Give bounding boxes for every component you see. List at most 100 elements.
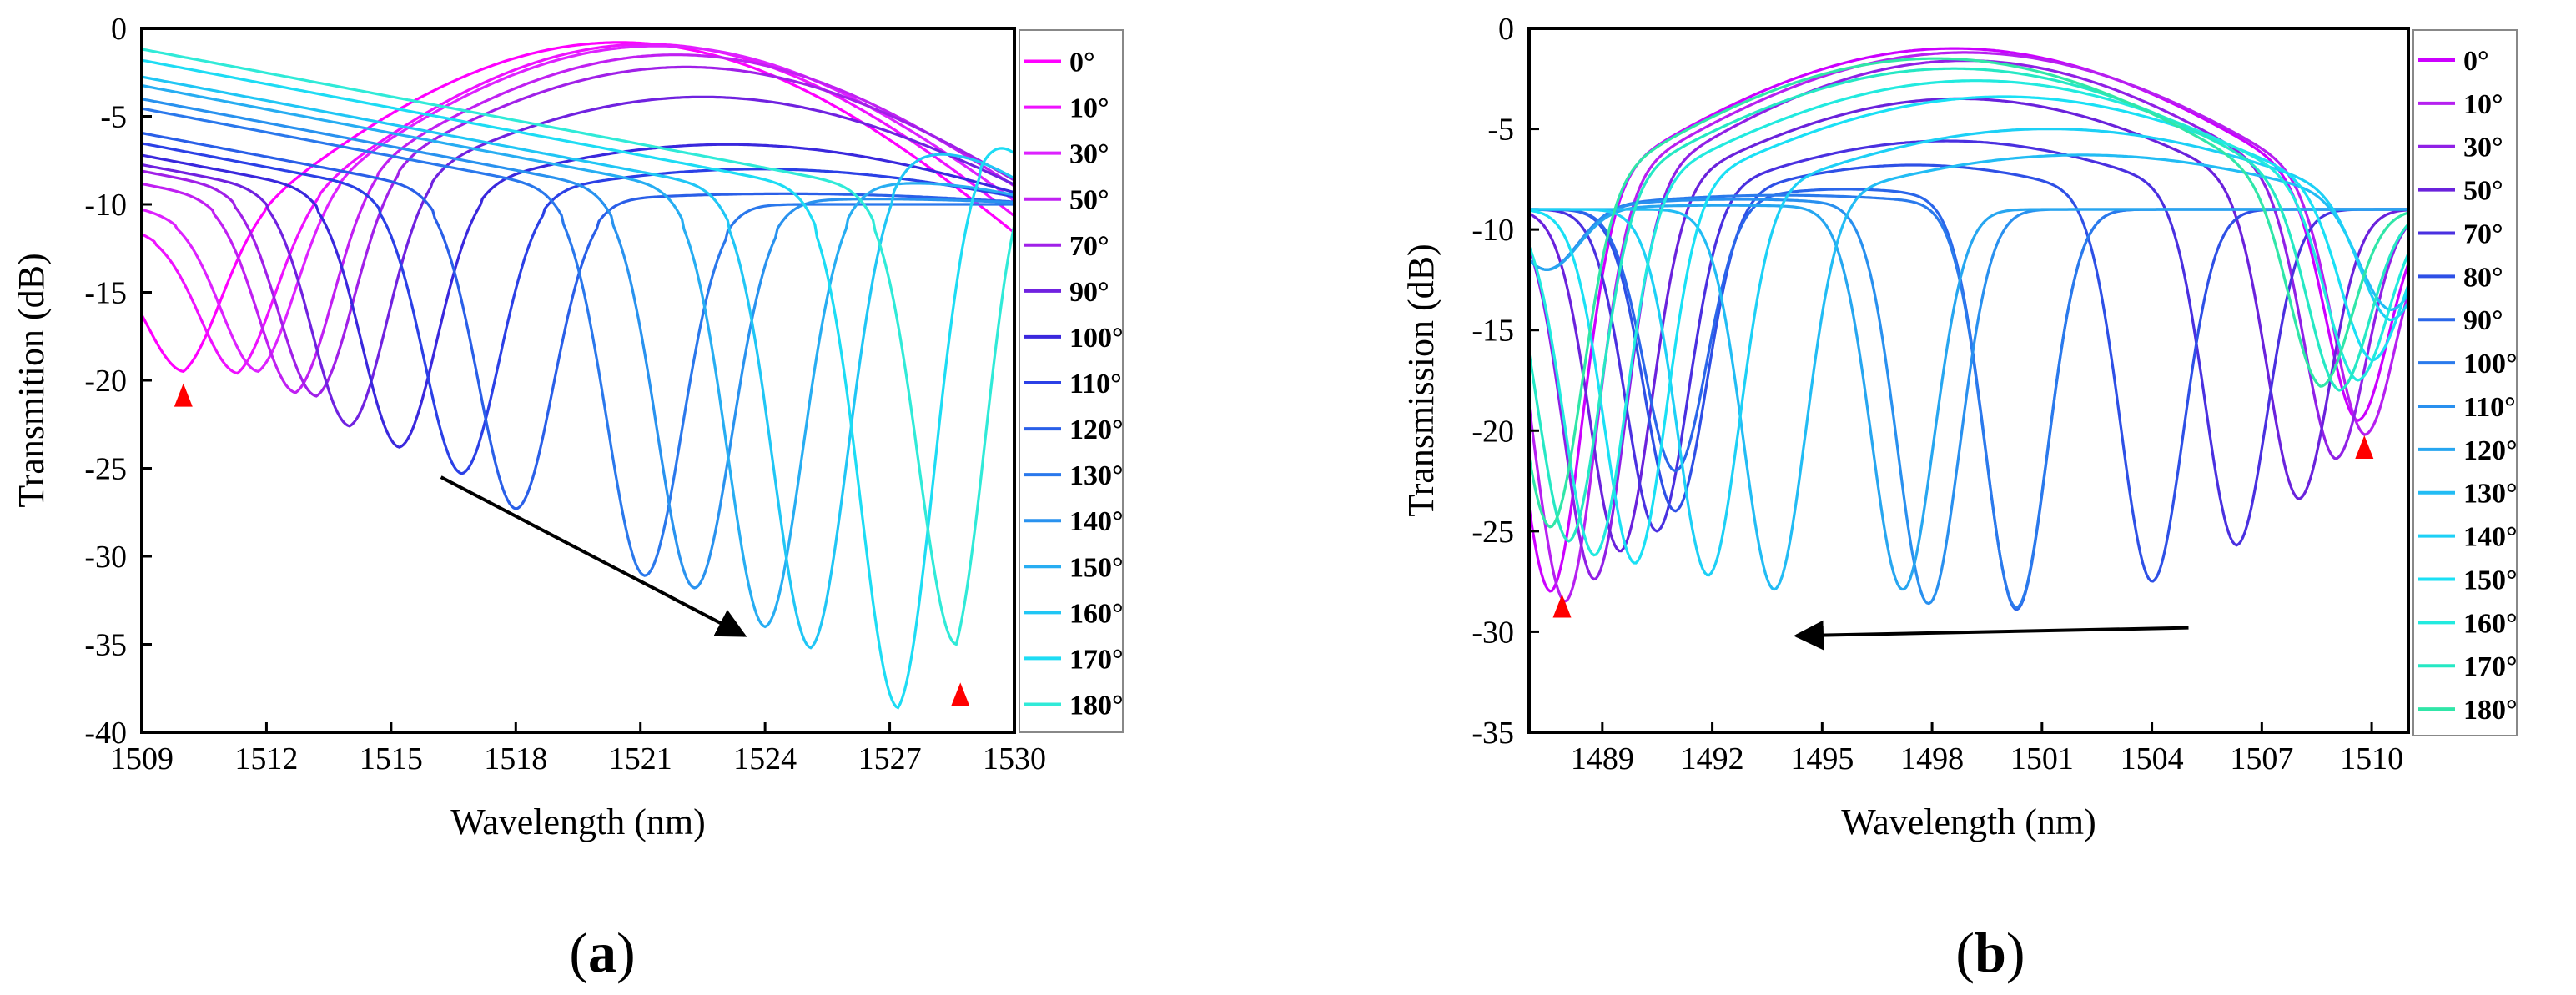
series-line-5: [142, 95, 1014, 428]
series-line-11: [1529, 128, 2408, 577]
series-line-15: [1529, 57, 2408, 529]
x-tick-label: 1515: [360, 741, 423, 776]
legend-label: 0°: [2463, 46, 2489, 77]
series-line-0: [1529, 47, 2408, 593]
legend-label: 170°: [1069, 644, 1124, 675]
chart-b-legend: 0° 10° 30° 50° 70° 80° 90° 100° 110° 120° 130° 140°…: [2412, 29, 2518, 736]
legend-label: 150°: [1069, 552, 1124, 583]
series-line-8: [1529, 198, 2408, 606]
series-line-13: [142, 58, 1014, 710]
series-line-8: [142, 131, 1014, 510]
legend-label: 130°: [2463, 479, 2518, 510]
x-tick-label: 1501: [2010, 741, 2074, 776]
legend-label: 70°: [2463, 219, 2503, 249]
series-line-9: [1529, 204, 2408, 591]
legend-label: 50°: [1069, 185, 1109, 216]
chart-b-curves: [1529, 47, 2408, 611]
chart-b-ylabel: Transmission (dB): [1401, 244, 1441, 516]
legend-label: 120°: [2463, 435, 2518, 466]
red-marker-1: [951, 682, 970, 706]
legend-label: 0°: [1069, 48, 1095, 78]
legend-label: 130°: [1069, 460, 1124, 491]
y-tick-label: -20: [84, 364, 127, 399]
y-tick-label: -10: [84, 188, 127, 223]
y-tick-label: -35: [1472, 716, 1514, 751]
series-line-12: [142, 75, 1014, 650]
legend-label: 30°: [2463, 133, 2503, 163]
y-tick-label: 0: [111, 12, 127, 47]
series-line-1: [1529, 51, 2408, 603]
series-line-14: [1529, 67, 2408, 543]
x-tick-label: 1492: [1681, 741, 1744, 776]
series-line-4: [142, 65, 1014, 398]
x-tick-label: 1521: [609, 741, 672, 776]
red-marker-1: [2355, 435, 2374, 460]
legend-label: 80°: [2463, 262, 2503, 293]
x-tick-label: 1504: [2121, 741, 2184, 776]
y-tick-label: -15: [84, 276, 127, 311]
x-tick-label: 1495: [1790, 741, 1854, 776]
x-tick-label: 1498: [1900, 741, 1964, 776]
legend-label: 90°: [1069, 277, 1109, 308]
y-tick-label: -30: [84, 540, 127, 575]
series-line-11: [142, 84, 1014, 629]
x-tick-label: 1509: [110, 741, 174, 776]
chart-a-markers: [174, 383, 970, 706]
x-tick-label: 1512: [234, 741, 298, 776]
red-marker-0: [174, 383, 193, 407]
y-tick-label: -30: [1472, 615, 1514, 650]
series-line-4: [1529, 139, 2408, 547]
series-line-14: [142, 48, 1014, 646]
legend-label: 120°: [1069, 415, 1124, 445]
legend-label: 140°: [2463, 522, 2518, 553]
legend-label: 10°: [1069, 93, 1109, 124]
x-tick-label: 1489: [1571, 741, 1634, 776]
chart-a: 1509 1512 1515 1518 1521 1524 1527 1530 0 -5 -10 -1…: [11, 12, 1124, 842]
legend-label: 110°: [2463, 392, 2516, 423]
y-tick-label: -25: [84, 452, 127, 487]
chart-a-xlabel: Wavelength (nm): [450, 802, 706, 842]
legend-label: 160°: [1069, 598, 1124, 629]
legend-label: 100°: [2463, 349, 2518, 379]
chart-a-ylabel: Transmition (dB): [11, 253, 52, 507]
legend-label: 150°: [2463, 565, 2518, 595]
series-line-9: [142, 107, 1014, 577]
legend-label: 110°: [1069, 369, 1122, 400]
x-tick-label: 1507: [2230, 741, 2293, 776]
chart-b-arrow: [1793, 620, 2189, 651]
series-line-2: [142, 44, 1014, 374]
y-tick-label: 0: [1498, 12, 1514, 47]
series-line-10: [142, 98, 1014, 590]
series-line-7: [1529, 193, 2408, 610]
chart-a-legend: 0° 10° 30° 50° 70° 90° 100° 110° 120° 130° 140° 150…: [1019, 29, 1124, 733]
legend-label: 170°: [2463, 651, 2518, 682]
y-tick-label: -40: [84, 716, 127, 751]
panel-label-a: (a): [569, 921, 635, 984]
y-tick-label: -10: [1472, 213, 1514, 248]
series-line-1: [142, 43, 1014, 375]
y-tick-label: -5: [1487, 113, 1514, 148]
x-tick-label: 1510: [2340, 741, 2403, 776]
legend-label: 30°: [1069, 139, 1109, 170]
x-tick-label: 1527: [858, 741, 922, 776]
red-marker-0: [1552, 594, 1572, 618]
legend-label: 180°: [1069, 690, 1124, 721]
chart-b: 1489 1492 1495 1498 1501 1504 1507 1510 0 -5 -10 -1…: [1401, 12, 2518, 842]
x-tick-label: 1518: [484, 741, 547, 776]
legend-label: 90°: [2463, 305, 2503, 336]
legend-label: 160°: [2463, 608, 2518, 639]
panel-label-b: (b): [1955, 921, 2025, 984]
series-line-7: [142, 142, 1014, 475]
legend-label: 50°: [2463, 176, 2503, 207]
legend-label: 100°: [1069, 323, 1124, 354]
series-line-3: [142, 53, 1014, 394]
chart-b-ticks: 1489 1492 1495 1498 1501 1504 1507 1510 0 -5 -10 -1…: [1472, 12, 2403, 776]
chart-a-ticks: 1509 1512 1515 1518 1521 1524 1527 1530 0 -5 -10 -1…: [84, 12, 1046, 776]
series-line-13: [1529, 79, 2408, 557]
legend-label: 180°: [2463, 695, 2518, 726]
x-tick-label: 1530: [983, 741, 1046, 776]
legend-label: 140°: [1069, 506, 1124, 537]
chart-b-markers: [1552, 435, 2374, 618]
chart-a-arrow: [440, 475, 747, 637]
